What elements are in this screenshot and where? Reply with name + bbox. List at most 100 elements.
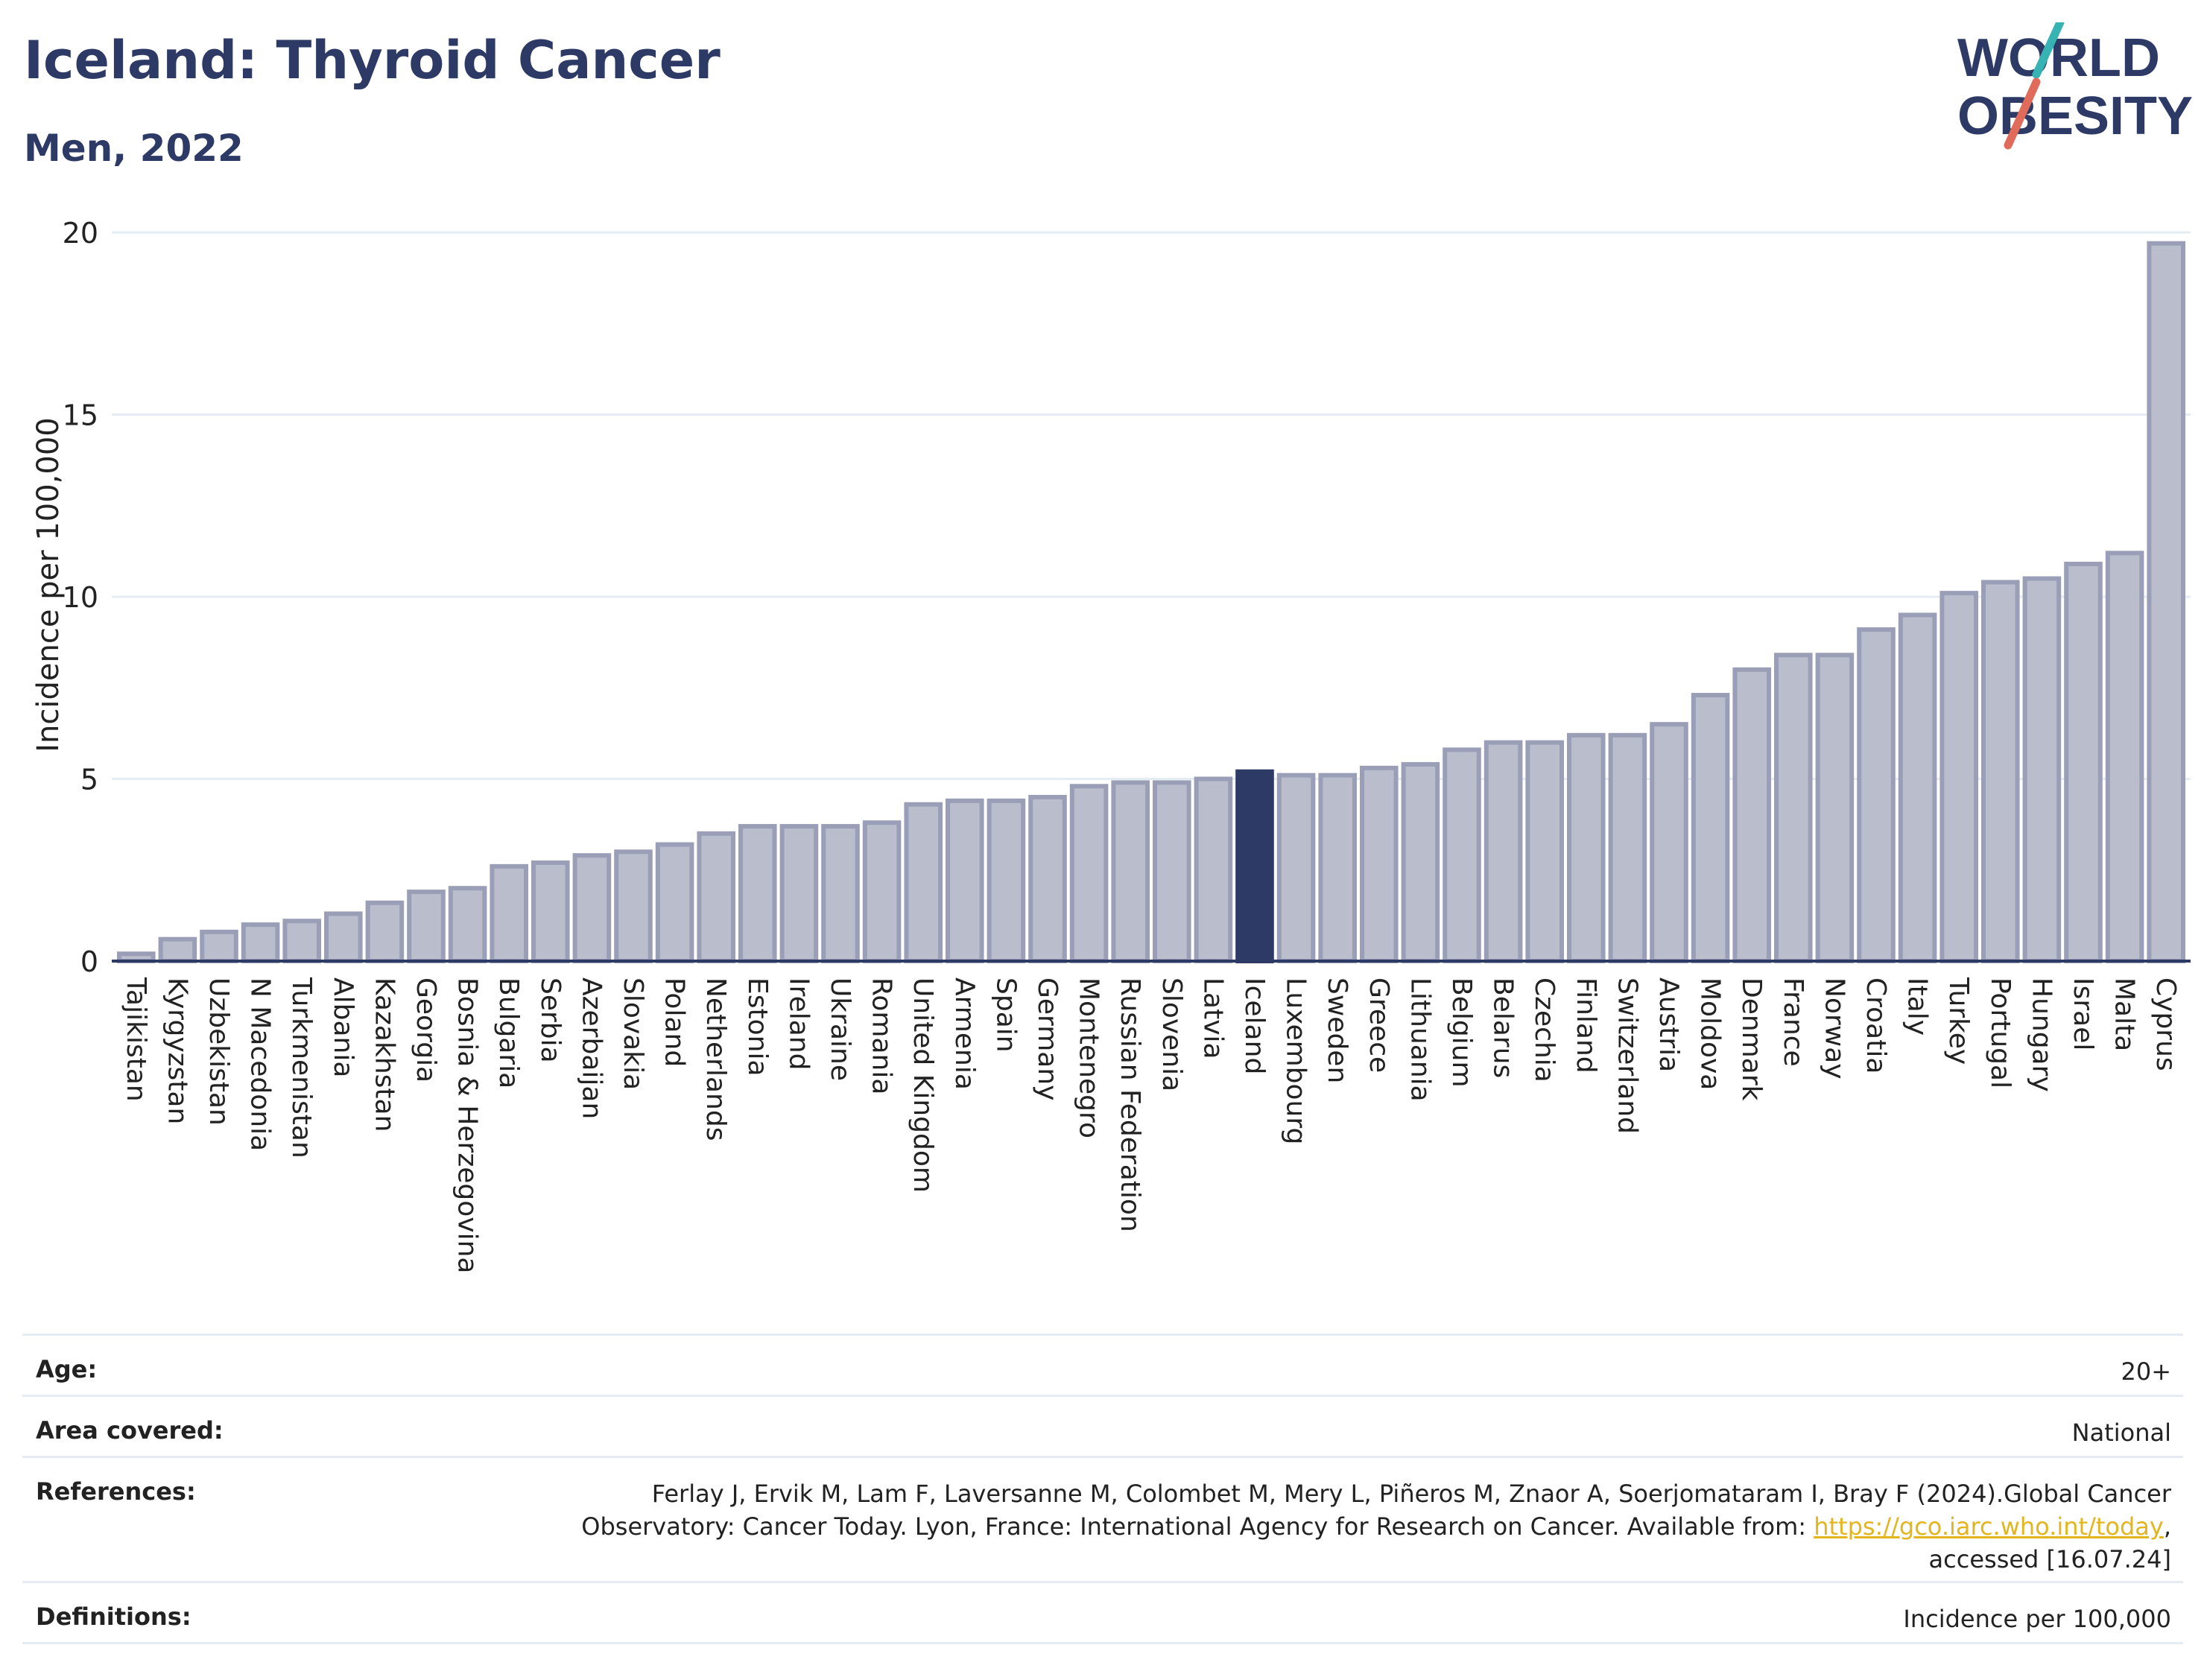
- bar-spain: [987, 798, 1026, 963]
- references-line1: Ferlay J, Ervik M, Lam F, Laversanne M, …: [651, 1480, 2171, 1508]
- bar-austria: [1650, 722, 1688, 964]
- references-line3: accessed [16.07.24]: [1928, 1545, 2171, 1573]
- bar-sweden: [1318, 773, 1357, 963]
- x-tick-label: Italy: [1902, 977, 1933, 1036]
- x-tick-label: Uzbekistan: [203, 977, 234, 1126]
- bar-hungary: [2022, 576, 2062, 963]
- bar-slovenia: [1153, 780, 1191, 964]
- area-value: National: [2071, 1419, 2171, 1447]
- age-label: Age:: [36, 1355, 98, 1383]
- x-tick-label: Netherlands: [700, 977, 731, 1141]
- x-tick-label: Sweden: [1322, 977, 1352, 1083]
- x-tick-label: Germany: [1032, 977, 1063, 1100]
- bar-italy: [1898, 612, 1937, 963]
- x-tick-label: Slovenia: [1156, 977, 1187, 1091]
- x-tick-label: Kyrgyzstan: [162, 977, 192, 1124]
- x-tick-label: Malta: [2109, 977, 2140, 1051]
- bar-latvia: [1194, 776, 1233, 963]
- info-row-definitions: Definitions: Incidence per 100,000: [22, 1581, 2183, 1642]
- bar-norway: [1815, 653, 1855, 963]
- bar-luxembourg: [1276, 773, 1316, 963]
- references-link[interactable]: https://gco.iarc.who.int/today: [1814, 1512, 2164, 1541]
- bar-albania: [324, 911, 363, 964]
- references-label: References:: [36, 1477, 196, 1506]
- bar-kyrgyzstan: [158, 936, 197, 964]
- bar-chart: 0 5 10 15 20 Tajikistan Kyrgyzstan Uzbekistan N…: [31, 217, 2191, 1273]
- y-axis-title: Incidence per 100,000: [31, 417, 66, 752]
- bar-georgia: [407, 890, 446, 963]
- chart-title: Iceland: Thyroid Cancer: [24, 30, 721, 91]
- bar-serbia: [531, 860, 570, 963]
- x-tick-label: Austria: [1653, 977, 1684, 1072]
- definitions-value: Incidence per 100,000: [1903, 1605, 2171, 1633]
- x-tick-label: Ukraine: [825, 977, 855, 1081]
- x-tick-label: Spain: [990, 977, 1021, 1053]
- x-tick-label: Turkey: [1943, 977, 1974, 1065]
- x-tick-label: France: [1778, 977, 1808, 1067]
- references-line2-text: Observatory: Cancer Today. Lyon, France:…: [581, 1512, 1807, 1541]
- x-tick-label: Albania: [328, 977, 358, 1077]
- bar-ukraine: [821, 824, 860, 963]
- y-tick-labels: 0 5 10 15 20: [63, 217, 98, 978]
- x-tick-label: Serbia: [535, 977, 566, 1063]
- x-tick-label: Portugal: [1985, 977, 2015, 1088]
- y-tick-label: 15: [63, 399, 98, 432]
- bar-romania: [862, 820, 902, 964]
- x-tick-label: Czechia: [1529, 977, 1559, 1083]
- logo-text-obesity: OBESITY: [1957, 86, 2193, 146]
- bar-denmark: [1732, 667, 1771, 963]
- info-table-bottom-border: [22, 1642, 2183, 1644]
- x-tick-label: Hungary: [2026, 977, 2056, 1092]
- x-tick-label: Belgium: [1446, 977, 1477, 1088]
- bar-uzbekistan: [200, 929, 238, 964]
- y-tick-label: 20: [63, 217, 98, 250]
- logo-slash-coral: [2004, 77, 2041, 150]
- x-tick-label: Azerbaijan: [576, 977, 607, 1119]
- x-tick-label: Georgia: [411, 977, 441, 1083]
- x-tick-label: Moldova: [1695, 977, 1726, 1090]
- bars: [117, 241, 2185, 964]
- bar-n-macedonia: [241, 922, 280, 963]
- area-label: Area covered:: [36, 1416, 224, 1445]
- x-tick-label: Iceland: [1239, 977, 1270, 1074]
- x-tick-label: Switzerland: [1612, 977, 1642, 1134]
- bar-bosnia-herzegovina: [448, 886, 487, 963]
- bar-russian-federation: [1111, 780, 1150, 964]
- references-value: Ferlay J, Ervik M, Lam F, Laversanne M, …: [581, 1477, 2171, 1576]
- x-tick-label: Latvia: [1197, 977, 1228, 1059]
- chart-subtitle: Men, 2022: [24, 127, 244, 170]
- bar-cyprus: [2147, 241, 2185, 964]
- bar-azerbaijan: [572, 853, 612, 963]
- x-tick-label: Poland: [659, 977, 690, 1067]
- info-row-area: Area covered: National: [22, 1395, 2183, 1456]
- bar-czechia: [1525, 740, 1564, 963]
- x-tick-label: Israel: [2068, 977, 2098, 1050]
- x-tick-label: Croatia: [1861, 977, 1891, 1074]
- definitions-label: Definitions:: [36, 1603, 191, 1631]
- info-row-age: Age: 20+: [22, 1334, 2183, 1395]
- bar-armenia: [946, 798, 984, 963]
- bar-israel: [2064, 561, 2103, 963]
- x-tick-label: United Kingdom: [908, 977, 938, 1193]
- bar-bulgaria: [490, 863, 528, 963]
- bar-estonia: [738, 824, 777, 963]
- x-tick-label: Kazakhstan: [369, 977, 399, 1132]
- x-tick-label: Greece: [1364, 977, 1394, 1073]
- x-tick-label: N Macedonia: [245, 977, 276, 1151]
- bar-turkmenistan: [282, 919, 321, 963]
- info-table: Age: 20+ Area covered: National Referenc…: [22, 1334, 2183, 1644]
- x-tick-label: Denmark: [1736, 977, 1767, 1101]
- bar-slovakia: [614, 849, 653, 964]
- x-tick-label: Tajikistan: [121, 977, 151, 1102]
- bar-netherlands: [697, 831, 735, 963]
- bar-germany: [1028, 794, 1067, 963]
- x-tick-label: Russian Federation: [1115, 977, 1145, 1232]
- y-tick-label: 0: [80, 945, 98, 978]
- bar-ireland: [779, 824, 819, 963]
- x-tick-label: Armenia: [949, 977, 980, 1090]
- info-row-references: References: Ferlay J, Ervik M, Lam F, La…: [22, 1456, 2183, 1581]
- x-tick-label: Luxembourg: [1281, 977, 1311, 1144]
- logo-slash-teal: [2032, 22, 2065, 79]
- bar-iceland: [1235, 769, 1274, 963]
- bar-croatia: [1857, 627, 1896, 963]
